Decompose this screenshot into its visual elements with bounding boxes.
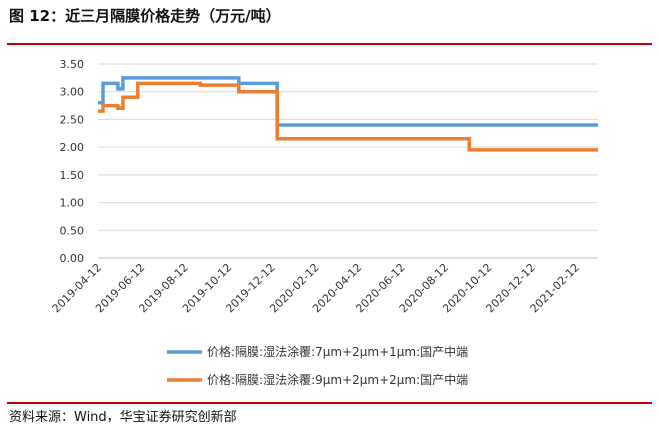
y-tick-label: 0.00 [60, 252, 85, 265]
series-line-2 [98, 81, 598, 152]
y-tick-label: 1.50 [60, 169, 85, 182]
y-tick-label: 3.00 [60, 86, 85, 99]
legend-label-2: 价格:隔膜:湿法涂覆:9μm+2μm+2μm:国产中端 [207, 372, 468, 387]
y-tick-label: 3.50 [60, 58, 85, 71]
y-tick-label: 0.50 [60, 224, 85, 237]
legend-label-1: 价格:隔膜:湿法涂覆:7μm+2μm+1μm:国产中端 [207, 344, 468, 359]
title-divider [7, 43, 652, 45]
figure-title: 图 12：近三月隔膜价格走势（万元/吨） [9, 7, 281, 25]
y-tick-label: 1.00 [60, 197, 85, 210]
y-tick-label: 2.00 [60, 141, 85, 154]
source-divider [7, 402, 652, 404]
y-tick-label: 2.50 [60, 113, 85, 126]
source-note: 资料来源：Wind，华宝证券研究创新部 [9, 410, 237, 425]
